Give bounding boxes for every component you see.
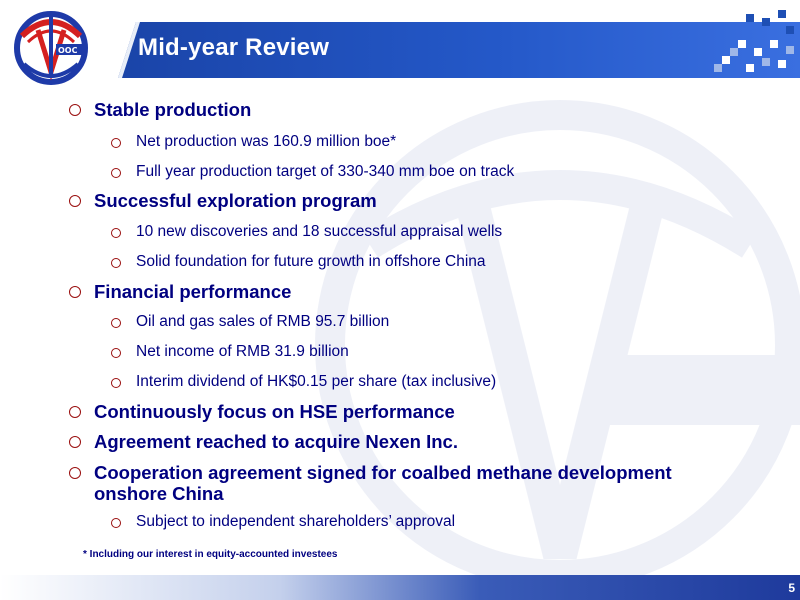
sub-bullet-icon	[111, 168, 121, 178]
sub-bullet-icon	[111, 258, 121, 268]
bullet-icon	[69, 286, 81, 298]
sub-bullet-text: Interim dividend of HK$0.15 per share (t…	[136, 373, 497, 390]
sub-bullet-icon	[111, 378, 121, 388]
bullet-heading: Cooperation agreement signed for coalbed…	[94, 462, 672, 483]
sub-bullet-text: Subject to independent shareholders’ app…	[136, 513, 456, 530]
bullet-heading: Stable production	[94, 99, 252, 120]
bullet-icon	[69, 467, 81, 479]
sub-bullet-icon	[111, 138, 121, 148]
footnote: * Including our interest in equity-accou…	[83, 549, 338, 560]
sub-bullet-text: Net income of RMB 31.9 billion	[136, 343, 349, 360]
sub-bullet-icon	[111, 518, 121, 528]
bullet-heading-continuation: onshore China	[94, 483, 224, 504]
bullet-heading: Continuously focus on HSE performance	[94, 401, 455, 422]
sub-bullet-text: Oil and gas sales of RMB 95.7 billion	[136, 313, 390, 330]
sub-bullet-icon	[111, 228, 121, 238]
pixel-pattern-decoration	[714, 10, 794, 72]
bullet-heading: Financial performance	[94, 281, 292, 302]
bullet-icon	[69, 195, 81, 207]
bullet-icon	[69, 436, 81, 448]
bullet-heading: Successful exploration program	[94, 190, 377, 211]
sub-bullet-text: Solid foundation for future growth in of…	[136, 253, 486, 270]
footer-bar	[0, 575, 800, 600]
bullet-icon	[69, 406, 81, 418]
sub-bullet-icon	[111, 318, 121, 328]
sub-bullet-text: 10 new discoveries and 18 successful app…	[136, 223, 503, 240]
sub-bullet-text: Full year production target of 330-340 m…	[136, 163, 515, 180]
bullet-icon	[69, 104, 81, 116]
svg-text:OOC: OOC	[58, 46, 78, 55]
page-title: Mid-year Review	[138, 34, 330, 61]
sub-bullet-text: Net production was 160.9 million boe*	[136, 133, 397, 150]
page-number: 5	[788, 581, 795, 595]
title-bar	[118, 22, 800, 78]
cnooc-logo-icon: OOC	[14, 11, 88, 85]
sub-bullet-icon	[111, 348, 121, 358]
bullet-heading: Agreement reached to acquire Nexen Inc.	[94, 431, 458, 452]
